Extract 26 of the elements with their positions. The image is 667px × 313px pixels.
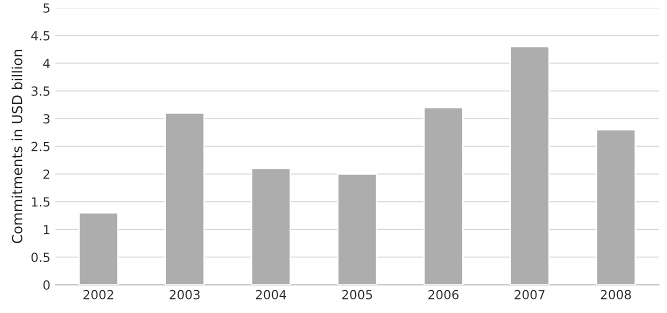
- x-tick-label: 2007: [514, 290, 544, 300]
- y-tick-label: 4.5: [31, 31, 50, 40]
- x-tick-label: 2003: [170, 290, 200, 300]
- bar: [337, 173, 378, 285]
- bar: [78, 212, 119, 285]
- y-tick-label: 5: [44, 3, 50, 13]
- y-tick-label: 4: [43, 58, 50, 68]
- y-axis-title: Commitments in USD billion: [12, 50, 22, 244]
- y-tick-label: 1: [44, 225, 50, 234]
- y-tick-label: 0: [43, 280, 50, 290]
- y-tick-label: 0.5: [31, 252, 50, 262]
- y-tick-label: 3: [44, 114, 50, 124]
- bar: [596, 129, 636, 285]
- bar: [510, 46, 550, 285]
- bar: [250, 168, 292, 285]
- y-tick-label: 2.5: [32, 142, 50, 152]
- bar: [423, 106, 464, 285]
- x-tick-label: 2004: [256, 290, 286, 300]
- x-tick-label: 2006: [428, 290, 459, 300]
- x-tick-label: 2005: [342, 290, 372, 300]
- y-tick-label: 1.5: [32, 197, 50, 207]
- x-tick-label: 2002: [83, 290, 114, 300]
- y-tick-label: 2: [43, 170, 50, 179]
- x-tick-label: 2008: [600, 290, 631, 300]
- y-tick-label: 3.5: [32, 86, 50, 96]
- bar: [164, 112, 205, 285]
